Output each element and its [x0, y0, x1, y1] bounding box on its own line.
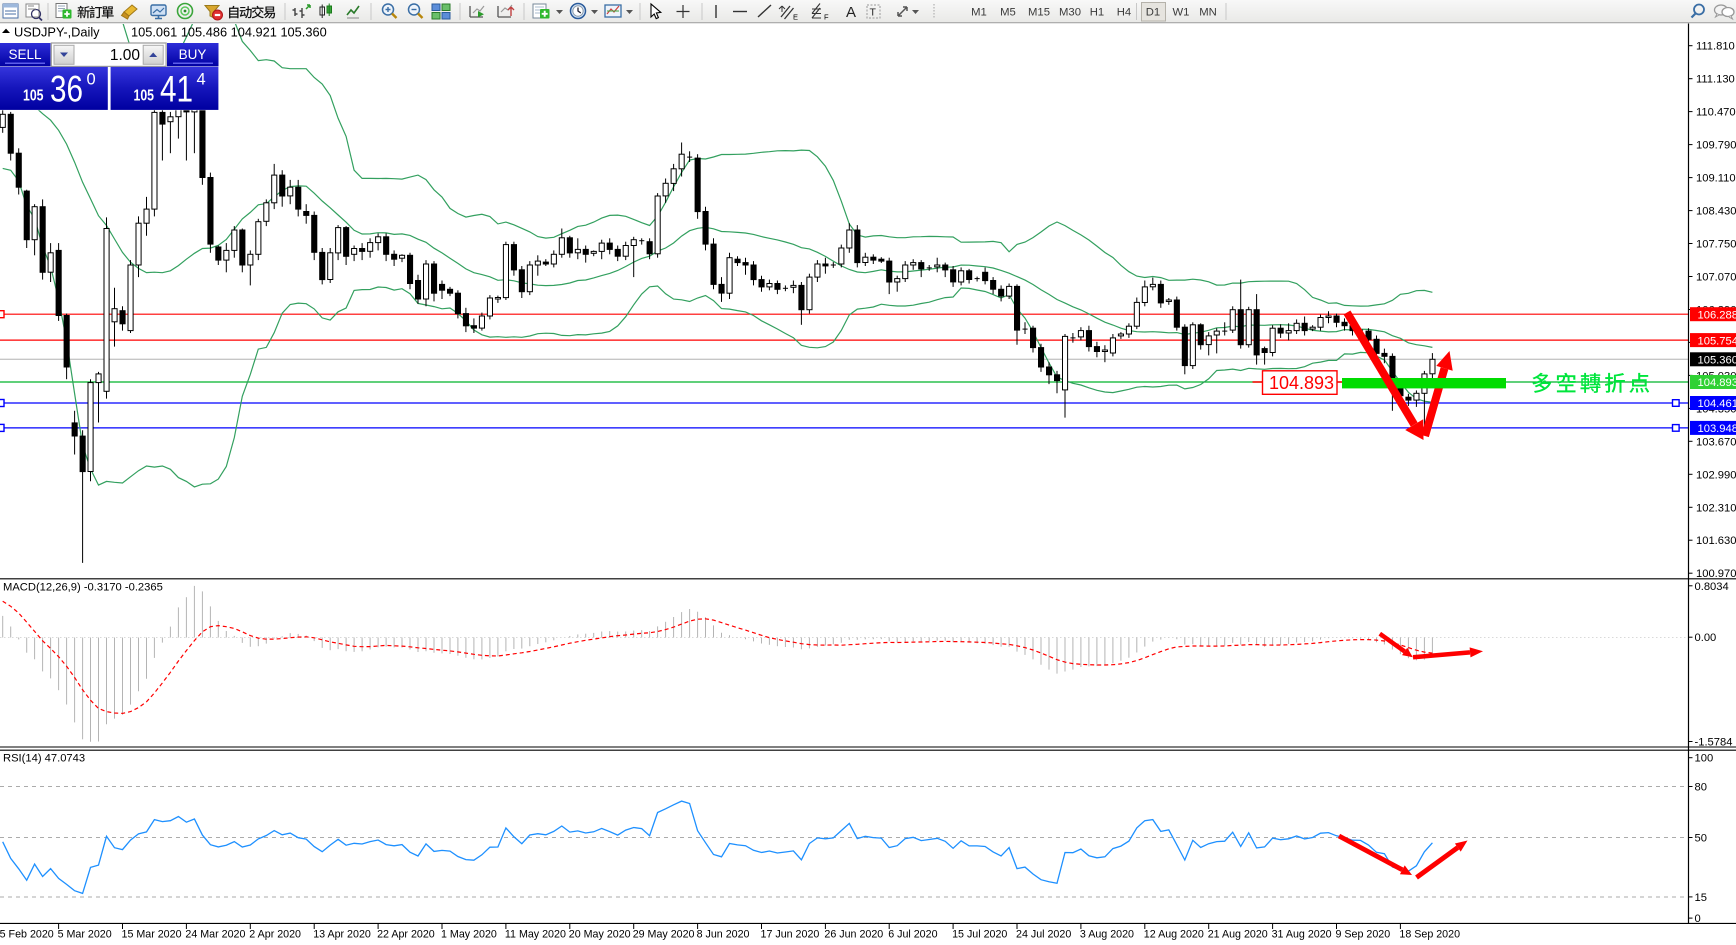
svg-text:111.130: 111.130 — [1696, 74, 1735, 86]
svg-text:M1: M1 — [971, 6, 987, 18]
svg-text:17 Jun 2020: 17 Jun 2020 — [761, 929, 820, 941]
svg-text:104.893: 104.893 — [1698, 377, 1736, 389]
svg-text:-1.5784: -1.5784 — [1695, 737, 1733, 749]
svg-text:RSI(14) 47.0743: RSI(14) 47.0743 — [3, 753, 85, 765]
svg-text:24 Mar 2020: 24 Mar 2020 — [185, 929, 245, 941]
svg-text:104.893: 104.893 — [1269, 373, 1334, 393]
svg-text:105: 105 — [134, 88, 155, 105]
svg-text:0: 0 — [87, 71, 96, 89]
svg-text:22 Apr 2020: 22 Apr 2020 — [377, 929, 435, 941]
svg-text:26 Jun 2020: 26 Jun 2020 — [824, 929, 883, 941]
svg-text:W1: W1 — [1173, 6, 1190, 18]
svg-text:109.110: 109.110 — [1696, 173, 1736, 185]
svg-text:24 Jul 2020: 24 Jul 2020 — [1016, 929, 1071, 941]
svg-text:25 Feb 2020: 25 Feb 2020 — [0, 929, 54, 941]
svg-text:106.288: 106.288 — [1698, 309, 1736, 321]
svg-text:3 Aug 2020: 3 Aug 2020 — [1080, 929, 1134, 941]
svg-text:6 Jul 2020: 6 Jul 2020 — [888, 929, 937, 941]
svg-text:108.430: 108.430 — [1696, 206, 1736, 218]
svg-text:102.990: 102.990 — [1696, 469, 1736, 481]
svg-text:M30: M30 — [1059, 6, 1081, 18]
svg-text:100: 100 — [1695, 753, 1714, 765]
svg-text:80: 80 — [1695, 782, 1707, 794]
svg-text:8 Jun 2020: 8 Jun 2020 — [697, 929, 750, 941]
svg-text:36: 36 — [50, 69, 83, 110]
svg-text:20 May 2020: 20 May 2020 — [569, 929, 631, 941]
svg-text:12 Aug 2020: 12 Aug 2020 — [1144, 929, 1204, 941]
svg-text:H4: H4 — [1117, 6, 1131, 18]
svg-text:M5: M5 — [1000, 6, 1016, 18]
svg-text:105: 105 — [23, 88, 44, 105]
svg-text:107.750: 107.750 — [1696, 239, 1736, 251]
svg-text:100.970: 100.970 — [1696, 568, 1736, 580]
svg-text:13 Apr 2020: 13 Apr 2020 — [313, 929, 371, 941]
svg-text:1 May 2020: 1 May 2020 — [441, 929, 497, 941]
svg-text:111.810: 111.810 — [1696, 41, 1735, 53]
svg-text:109.790: 109.790 — [1696, 140, 1736, 152]
svg-text:105.360: 105.360 — [1698, 355, 1736, 367]
svg-text:T: T — [870, 7, 877, 19]
svg-text:0.8034: 0.8034 — [1695, 581, 1729, 593]
svg-text:103.948: 103.948 — [1698, 423, 1736, 435]
svg-text:M15: M15 — [1028, 6, 1050, 18]
svg-text:102.310: 102.310 — [1696, 502, 1736, 514]
svg-text:0: 0 — [1695, 913, 1701, 925]
svg-text:9 Sep 2020: 9 Sep 2020 — [1336, 929, 1391, 941]
svg-text:1.00: 1.00 — [110, 47, 141, 64]
svg-text:MACD(12,26,9) -0.3170 -0.2365: MACD(12,26,9) -0.3170 -0.2365 — [3, 582, 163, 594]
svg-text:H1: H1 — [1090, 6, 1104, 18]
svg-text:2 Apr 2020: 2 Apr 2020 — [249, 929, 301, 941]
svg-text:105.061 105.486 104.921 105.36: 105.061 105.486 104.921 105.360 — [131, 25, 327, 40]
svg-text:11 May 2020: 11 May 2020 — [505, 929, 566, 941]
svg-text:15 Mar 2020: 15 Mar 2020 — [122, 929, 182, 941]
svg-text:107.070: 107.070 — [1696, 272, 1736, 284]
svg-text:A: A — [846, 4, 856, 21]
svg-text:15 Jul 2020: 15 Jul 2020 — [952, 929, 1007, 941]
svg-text:F: F — [824, 13, 829, 22]
svg-text:105.754: 105.754 — [1698, 335, 1736, 347]
svg-text:4: 4 — [197, 71, 206, 89]
svg-text:BUY: BUY — [179, 47, 207, 62]
svg-text:101.630: 101.630 — [1696, 535, 1736, 547]
svg-text:18 Sep 2020: 18 Sep 2020 — [1399, 929, 1460, 941]
svg-text:SELL: SELL — [8, 47, 42, 62]
svg-text:USDJPY-,Daily: USDJPY-,Daily — [14, 25, 100, 40]
svg-text:0.00: 0.00 — [1695, 632, 1717, 644]
svg-text:D1: D1 — [1146, 6, 1160, 18]
svg-text:MN: MN — [1199, 6, 1217, 18]
svg-text:31 Aug 2020: 31 Aug 2020 — [1272, 929, 1332, 941]
svg-text:5 Mar 2020: 5 Mar 2020 — [58, 929, 112, 941]
svg-text:E: E — [793, 13, 798, 22]
svg-text:21 Aug 2020: 21 Aug 2020 — [1208, 929, 1268, 941]
svg-text:103.670: 103.670 — [1696, 436, 1736, 448]
svg-text:15: 15 — [1695, 892, 1707, 904]
svg-text:50: 50 — [1695, 833, 1707, 845]
svg-text:104.461: 104.461 — [1698, 398, 1736, 410]
svg-text:110.470: 110.470 — [1696, 107, 1736, 119]
svg-text:41: 41 — [160, 69, 193, 110]
svg-text:29 May 2020: 29 May 2020 — [633, 929, 695, 941]
